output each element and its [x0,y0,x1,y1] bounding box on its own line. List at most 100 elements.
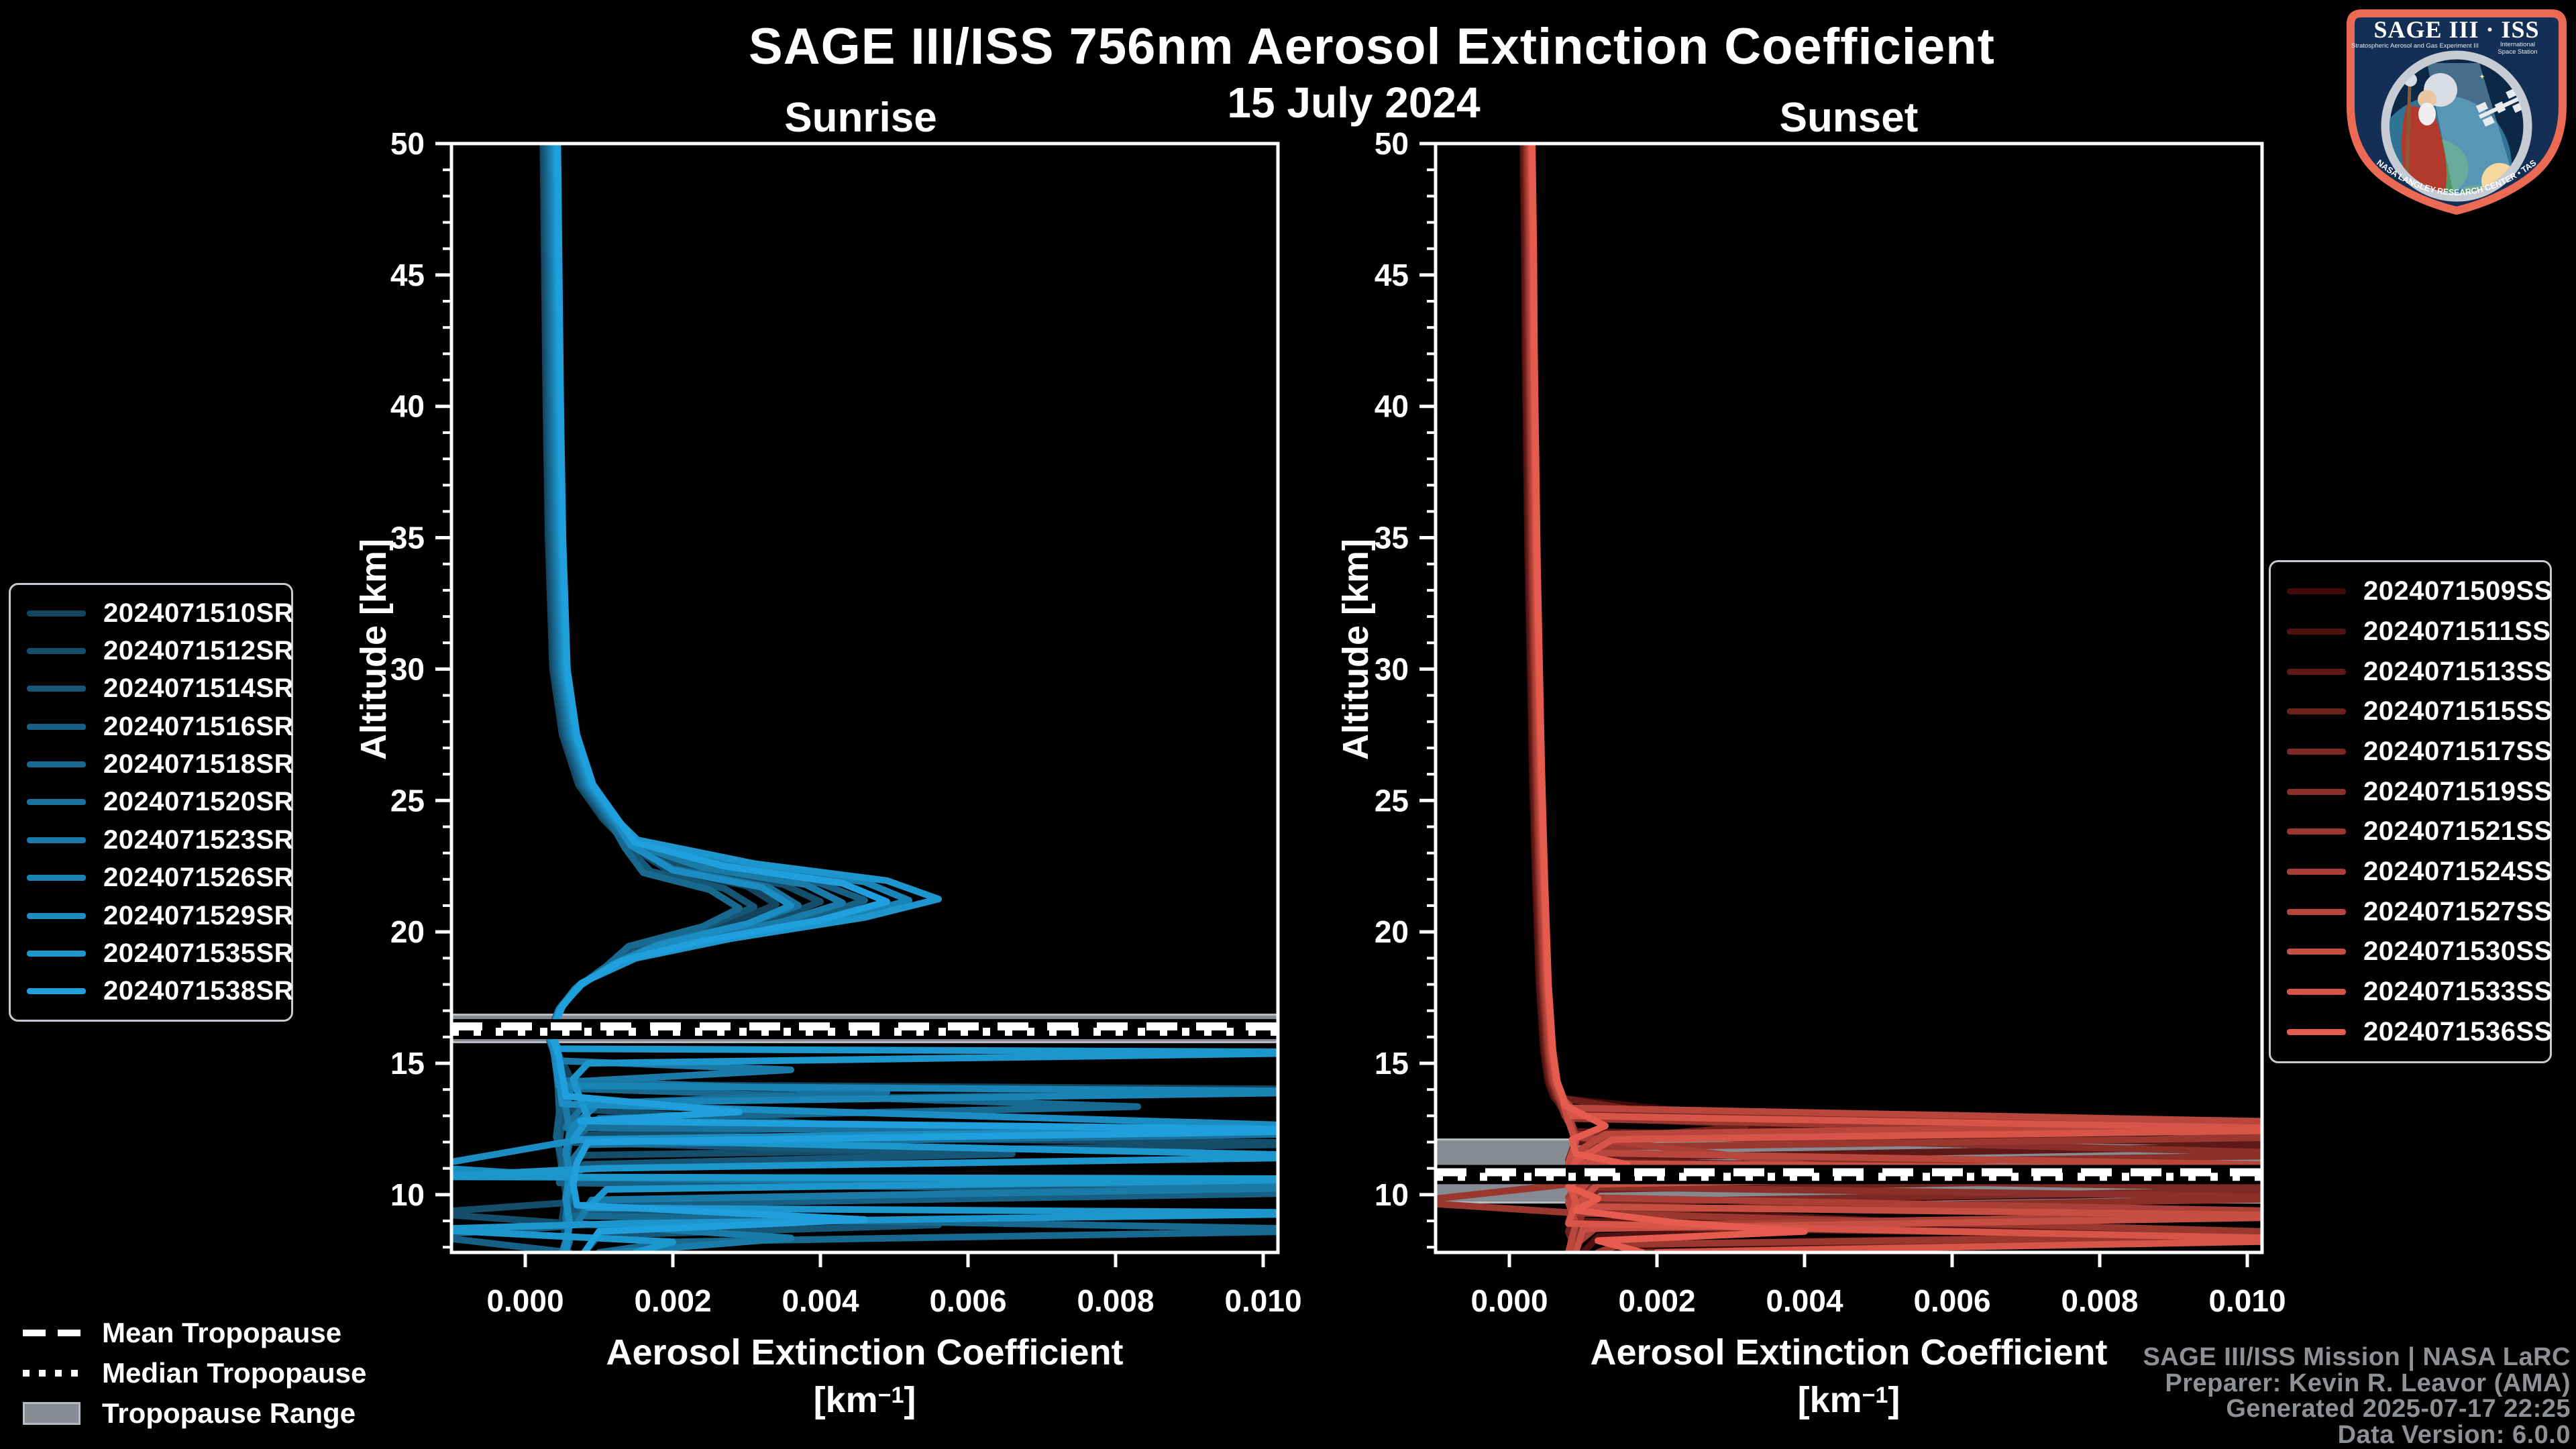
legend-line-swatch [2287,828,2346,835]
sunset-profile-2024071524SS [1525,144,2262,1252]
sunset-y-tick-label: 25 [1375,783,1409,818]
legend-event-id: 2024071514SR [103,674,294,704]
footer-preparer-line: Preparer: Kevin R. Leavor (AMA) [2165,1368,2571,1397]
legend-event-id: 2024071521SS [2363,816,2553,847]
sunrise-panel-title: Sunrise [784,95,937,141]
sunrise-plot-frame [449,142,1280,1254]
sunset-y-tick-label: 30 [1375,651,1409,686]
legend-line-swatch [27,723,86,730]
sunrise-event-legend: 2024071510SR 2024071512SR 2024071514SR 2024… [9,583,294,1022]
legend-item-2024071517SS: 2024071517SS [2287,737,2552,767]
unit-base: [km [1797,1380,1862,1420]
legend-event-id: 2024071530SS [2363,936,2553,967]
legend-line-swatch [2287,868,2346,875]
legend-line-swatch [2287,588,2346,595]
sunset-y-tick-label: 10 [1375,1177,1409,1212]
sunrise-x-axis-unit: [km−1] [814,1379,916,1421]
unit-exponent: −1 [877,1383,904,1408]
sunrise-y-tick-label: 30 [390,651,425,686]
tropopause-range-swatch [23,1402,80,1425]
sunrise-y-tick-label: 15 [390,1046,425,1081]
sunrise-y-axis-label: Altitude [km] [354,539,394,760]
legend-event-id: 2024071513SS [2363,656,2553,686]
mean-tropopause-label: Mean Tropopause [102,1317,342,1348]
median-tropopause-dotted-swatch [23,1370,80,1377]
footer-data-version-line: Data Version: 6.0.0 [2337,1420,2571,1449]
sunset-event-legend: 2024071509SS 2024071511SS 2024071513SS 2024… [2269,560,2552,1063]
legend-event-id: 2024071535SR [103,938,294,968]
sunset-x-tick-label: 0.002 [1618,1283,1695,1318]
legend-line-swatch [2287,949,2346,955]
legend-event-id: 2024071523SR [103,824,294,855]
legend-event-id: 2024071512SR [103,636,294,666]
sunrise-y-tick-label: 40 [390,389,425,424]
legend-line-swatch [27,988,86,995]
sunset-profile-2024071519SS [1523,144,2262,1252]
legend-event-id: 2024071524SS [2363,856,2553,886]
sunset-y-tick-label: 50 [1375,126,1409,161]
legend-item-2024071509SS: 2024071509SS [2287,576,2552,606]
sunset-x-axis-label: Aerosol Extinction Coefficient [1590,1332,2108,1373]
patch-subtitle-right-2: Space Station [2498,48,2537,56]
legend-line-swatch [27,950,86,957]
patch-subtitle-right-1: International [2500,41,2535,48]
sunrise-y-tick-label: 20 [390,914,425,949]
legend-line-swatch [2287,748,2346,755]
sunset-profile-2024071533SS [1528,144,2262,1252]
legend-event-id: 2024071533SS [2363,976,2553,1006]
legend-item-2024071518SR: 2024071518SR [27,749,294,780]
legend-item-2024071511SS: 2024071511SS [2287,616,2551,647]
legend-event-id: 2024071515SS [2363,696,2553,727]
panel-sunrise: 0.000 0.002 0.004 0.006 0.008 0.010 10 15 20 25 30… [390,126,1302,1318]
legend-line-swatch [2287,1028,2346,1035]
legend-item-2024071510SR: 2024071510SR [27,598,294,629]
sunset-plot-frame [1434,142,2264,1254]
median-tropopause-label: Median Tropopause [102,1357,367,1389]
sunset-x-axis-unit: [km−1] [1798,1379,1900,1421]
patch-iss-icon [2475,88,2524,127]
sunrise-y-tick-label: 35 [390,521,425,555]
sunrise-y-tick-label: 25 [390,783,425,818]
legend-event-id: 2024071516SR [103,711,294,741]
legend-line-swatch [2287,908,2346,915]
legend-line-swatch [27,912,86,919]
sunset-y-tick-label: 45 [1375,258,1409,292]
tropopause-range-legend-item: Tropopause Range [23,1397,356,1429]
legend-item-2024071530SS: 2024071530SS [2287,936,2552,967]
legend-item-2024071516SR: 2024071516SR [27,712,294,742]
legend-item-2024071513SS: 2024071513SS [2287,657,2552,687]
sage-iss-mission-patch-logo: ✦ ✦ ✦ SAGE III · ISS Stratospheric Aeros… [2341,5,2567,215]
sunset-x-tick-label: 0.000 [1470,1283,1548,1318]
legend-item-2024071533SS: 2024071533SS [2287,977,2552,1007]
legend-item-2024071523SR: 2024071523SR [27,825,294,855]
legend-item-2024071529SR: 2024071529SR [27,901,294,931]
sunrise-x-tick-label: 0.004 [782,1283,859,1318]
legend-item-2024071527SS: 2024071527SS [2287,897,2552,927]
tropopause-range-label: Tropopause Range [102,1397,356,1429]
legend-item-2024071512SR: 2024071512SR [27,636,294,666]
sunset-panel-title: Sunset [1779,95,1919,141]
legend-item-2024071538SR: 2024071538SR [27,976,294,1006]
sunrise-profile-2024071538SR [548,144,1278,1252]
sunrise-x-tick-label: 0.008 [1077,1283,1154,1318]
sunset-profile-2024071511SS [1519,144,2262,1252]
page-title: SAGE III/ISS 756nm Aerosol Extinction Co… [749,18,1995,75]
legend-line-swatch [27,686,86,692]
legend-line-swatch [2287,988,2346,995]
legend-event-id: 2024071509SS [2363,576,2553,606]
unit-close: ] [1888,1380,1900,1420]
footer-mission-line: SAGE III/ISS Mission | NASA LaRC [2143,1343,2571,1371]
unit-base: [km [813,1380,878,1420]
median-tropopause-legend-item: Median Tropopause [23,1357,367,1389]
sunrise-y-tick-label: 10 [390,1177,425,1212]
legend-item-2024071526SR: 2024071526SR [27,863,294,893]
legend-line-swatch [2287,628,2346,635]
unit-exponent: −1 [1862,1383,1888,1408]
legend-line-swatch [27,648,86,655]
legend-line-swatch [2287,708,2346,715]
svg-text:✦: ✦ [2479,72,2485,81]
legend-line-swatch [27,837,86,843]
footer-credits: SAGE III/ISS Mission | NASA LaRC Prepare… [2143,1344,2571,1448]
sunset-profile-2024071517SS [1523,144,2262,1252]
sunrise-x-tick-label: 0.006 [929,1283,1006,1318]
